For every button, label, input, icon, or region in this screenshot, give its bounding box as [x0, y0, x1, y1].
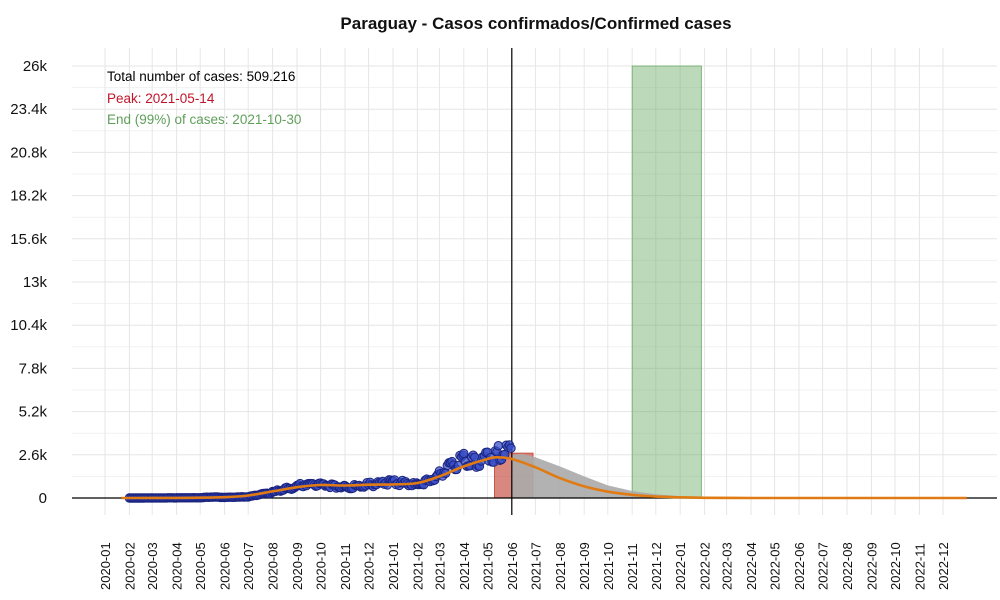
x-tick-label: 2022-06 — [792, 542, 807, 590]
x-tick-label: 2021-04 — [457, 542, 472, 590]
observed-point — [493, 441, 504, 451]
x-tick-label: 2022-02 — [698, 542, 713, 590]
bands — [493, 65, 702, 499]
y-tick-label: 2.6k — [19, 447, 48, 464]
x-tick-label: 2020-08 — [266, 542, 281, 590]
x-tick-label: 2020-09 — [290, 542, 305, 590]
y-tick-label: 20.8k — [10, 144, 47, 161]
x-tick-label: 2021-02 — [410, 542, 425, 590]
fitted-line-layer — [121, 456, 967, 500]
x-tick-label: 2021-12 — [649, 542, 664, 590]
x-tick-label: 2022-10 — [888, 542, 903, 590]
x-tick-label: 2020-10 — [314, 542, 329, 590]
y-tick-label: 7.8k — [19, 360, 48, 377]
x-tick-label: 2022-03 — [720, 542, 735, 590]
x-tick-label: 2021-05 — [480, 542, 495, 590]
x-tick-label: 2021-07 — [528, 542, 543, 590]
x-tick-label: 2021-08 — [553, 542, 568, 590]
x-tick-label: 2022-11 — [912, 543, 927, 590]
x-tick-label: 2022-04 — [744, 542, 759, 590]
projected-area — [511, 454, 751, 498]
y-tick-label: 0 — [39, 490, 47, 507]
projected-area-layer — [511, 454, 751, 498]
x-tick-label: 2021-09 — [577, 542, 592, 590]
x-tick-label: 2022-05 — [768, 542, 783, 590]
observed-point — [506, 443, 516, 453]
x-tick-label: 2020-05 — [193, 542, 208, 590]
y-tick-labels: 0 2.6k 5.2k 7.8k 10.4k 13k 15.6k 18.2k 20.8k 23.4… — [10, 58, 47, 507]
x-tick-label: 2020-12 — [362, 542, 377, 590]
x-tick-label: 2022-09 — [864, 542, 879, 590]
x-tick-label: 2022-12 — [936, 542, 951, 590]
x-tick-label: 2020-04 — [170, 542, 185, 590]
x-tick-label: 2020-11 — [338, 543, 353, 590]
annotation-total: Total number of cases: 509.216 — [107, 69, 295, 84]
observed-point — [459, 448, 469, 459]
annotation-end: End (99%) of cases: 2021-10-30 — [107, 112, 301, 127]
x-tick-label: 2020-06 — [218, 542, 233, 590]
y-tick-label: 15.6k — [10, 231, 47, 248]
y-tick-label: 10.4k — [10, 317, 47, 334]
annotation-peak: Peak: 2021-05-14 — [107, 91, 215, 106]
x-tick-label: 2021-11 — [625, 543, 640, 590]
x-tick-label: 2020-07 — [241, 542, 256, 590]
x-tick-label: 2022-08 — [840, 542, 855, 590]
x-tick-label: 2020-02 — [122, 542, 137, 590]
x-tick-label: 2021-03 — [432, 542, 447, 590]
x-tick-label: 2022-07 — [816, 542, 831, 590]
y-tick-label: 18.2k — [10, 188, 47, 205]
x-tick-label: 2022-01 — [673, 542, 688, 590]
end-band — [631, 65, 702, 499]
x-tick-label: 2021-06 — [505, 542, 520, 590]
x-tick-label: 2021-01 — [386, 542, 401, 590]
y-tick-label: 26k — [23, 58, 48, 75]
x-tick-label: 2020-01 — [98, 542, 113, 590]
x-tick-label: 2020-03 — [145, 542, 160, 590]
y-tick-label: 13k — [23, 274, 48, 291]
y-tick-label: 23.4k — [10, 101, 47, 118]
chart-title: Paraguay - Casos confirmados/Confirmed c… — [340, 14, 731, 33]
y-tick-label: 5.2k — [19, 404, 48, 421]
x-tick-label: 2021-10 — [601, 542, 616, 590]
fitted-line — [121, 456, 967, 500]
x-tick-labels: 2020-01 2020-02 2020-03 2020-04 2020-05 2020-… — [98, 542, 951, 590]
